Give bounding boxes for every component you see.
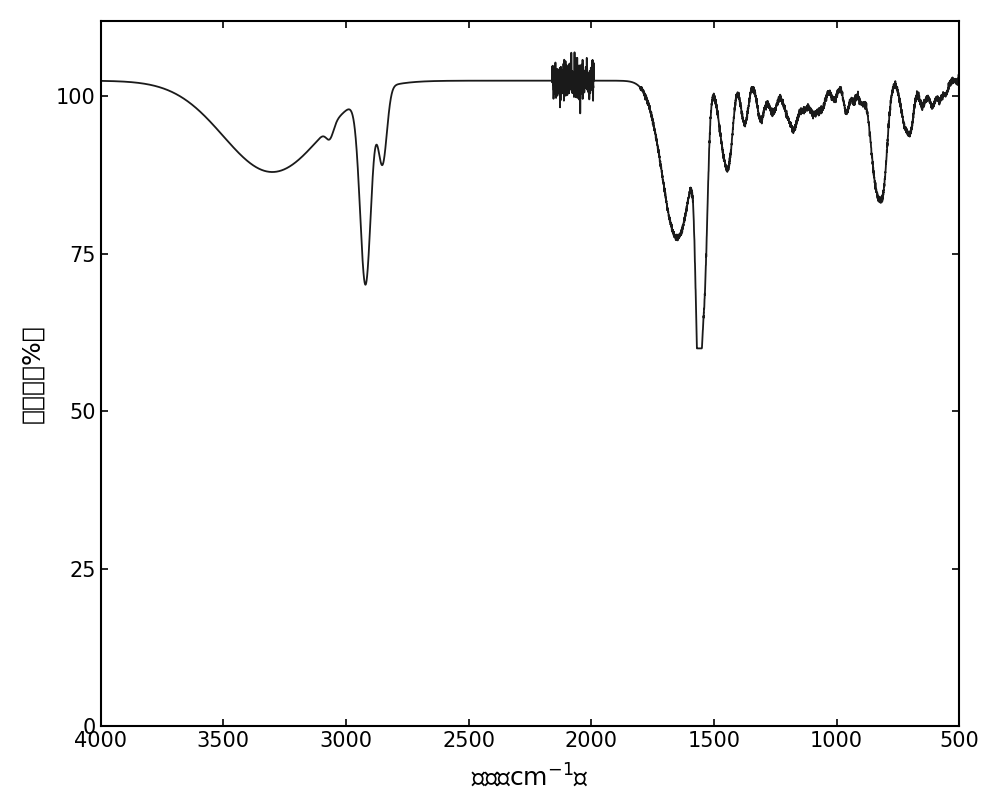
X-axis label: 波数（cm$^{-1}$）: 波数（cm$^{-1}$） [471, 762, 589, 790]
Y-axis label: 透过率（%）: 透过率（%） [21, 324, 45, 423]
